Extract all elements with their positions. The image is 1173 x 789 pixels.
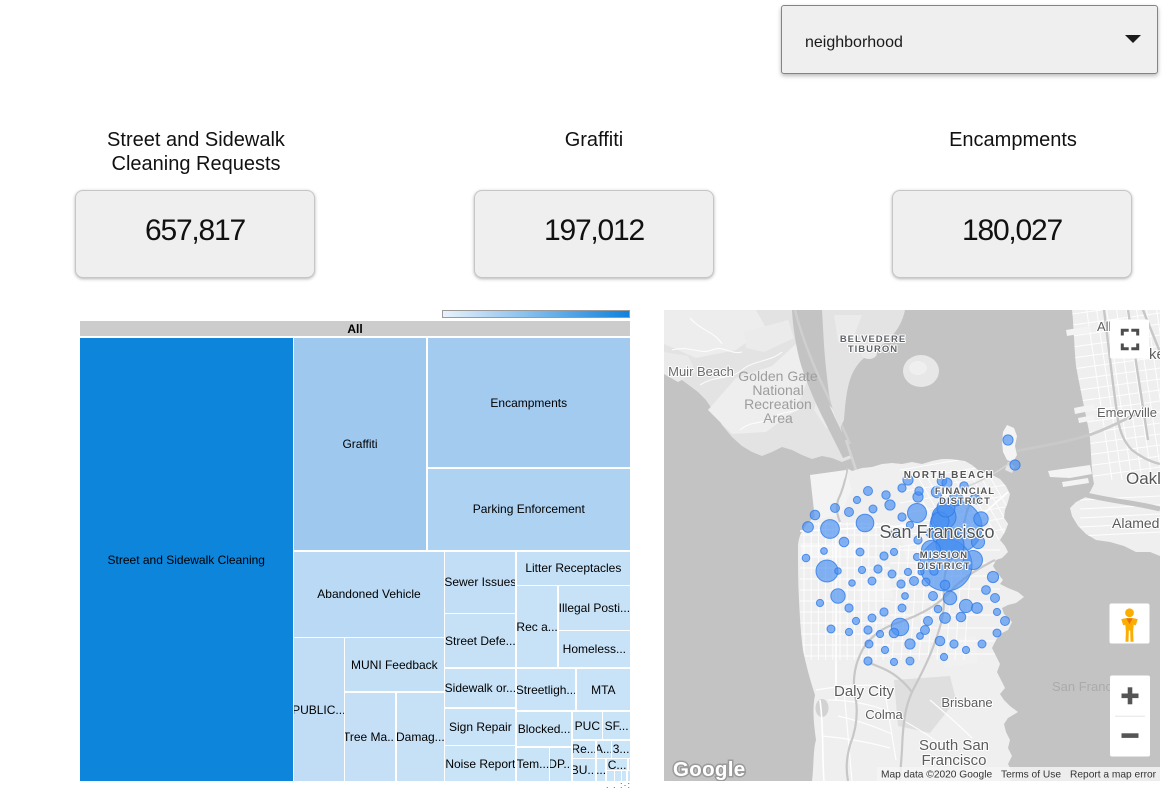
svg-text:Terms of Use: Terms of Use [1001,770,1061,781]
svg-text:Area: Area [763,410,793,426]
svg-text:San Francisc: San Francisc [1052,679,1128,694]
svg-text:Brisbane: Brisbane [941,695,992,710]
svg-text:Daly City: Daly City [834,683,895,700]
svg-text:ke: ke [1149,346,1160,363]
svg-text:BELVEDERE: BELVEDERE [840,334,906,345]
svg-text:National: National [752,382,803,398]
svg-text:Oakland: Oakland [1126,469,1160,488]
svg-text:DISTRICT: DISTRICT [917,561,970,572]
svg-text:Colma: Colma [865,707,903,722]
svg-text:NORTH BEACH: NORTH BEACH [904,470,994,481]
svg-text:Recreation: Recreation [744,396,812,412]
svg-text:MISSION: MISSION [920,550,969,561]
svg-text:FINANCIAL: FINANCIAL [935,486,995,497]
svg-text:Emeryville: Emeryville [1097,405,1157,420]
svg-text:DISTRICT: DISTRICT [939,496,991,507]
svg-text:Map data ©2020 Google: Map data ©2020 Google [881,770,992,781]
svg-text:Google: Google [673,758,745,781]
svg-text:South San: South San [919,737,989,754]
svg-text:TIBURON: TIBURON [848,344,898,355]
svg-text:Muir Beach: Muir Beach [668,364,734,379]
svg-text:Report a map error: Report a map error [1070,770,1157,781]
svg-text:Francisco: Francisco [921,752,986,769]
svg-text:San Francisco: San Francisco [879,522,994,542]
svg-text:Alameda: Alameda [1112,515,1160,531]
svg-text:Golden Gate: Golden Gate [738,368,818,384]
